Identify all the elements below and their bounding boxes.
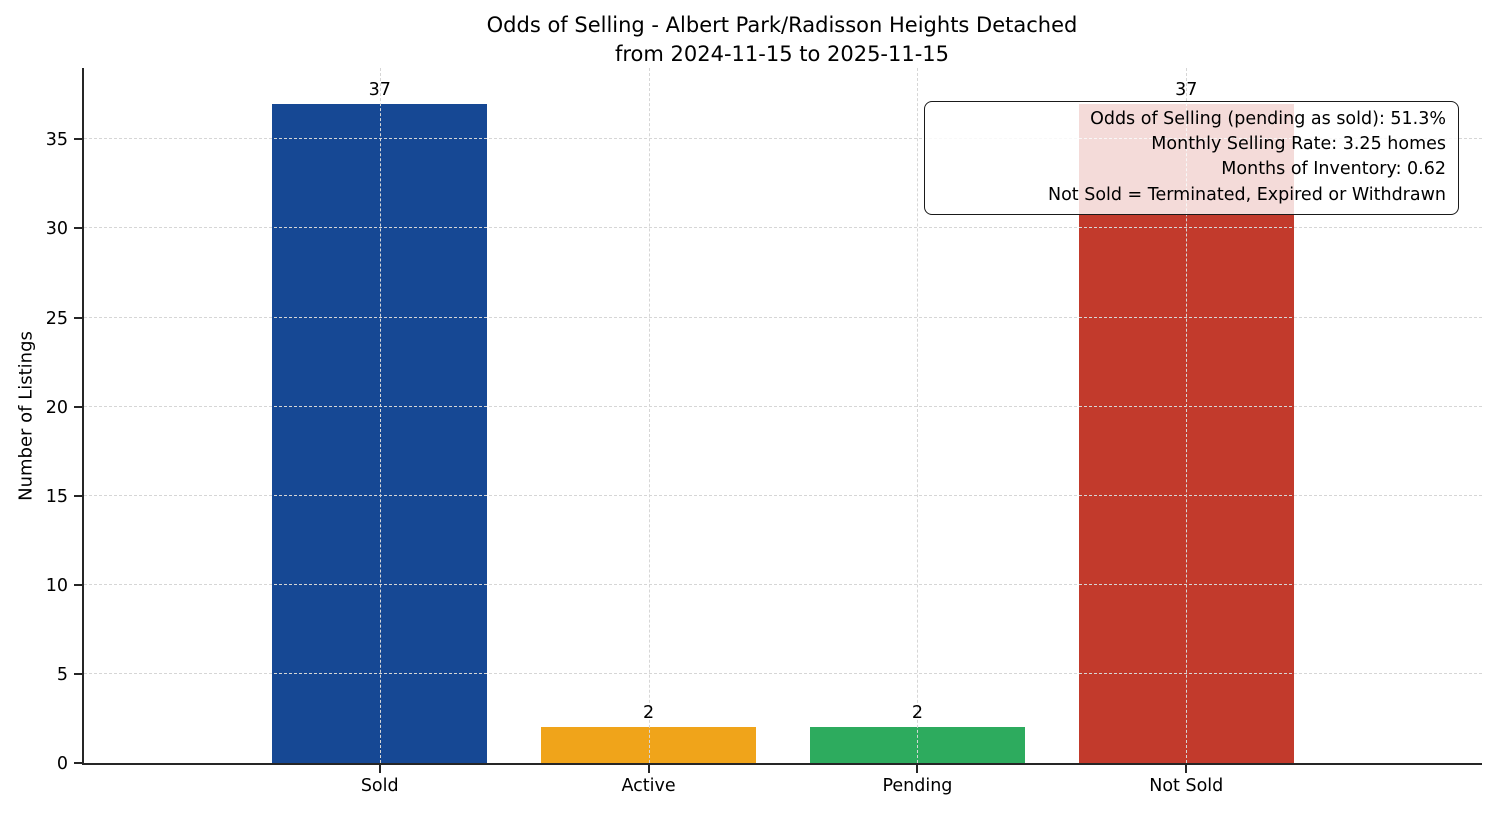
x-tick-label-not-sold: Not Sold	[1149, 776, 1224, 796]
y-axis-tick	[74, 583, 82, 586]
annotation-line-not-sold-def: Not Sold = Terminated, Expired or Withdr…	[1047, 184, 1446, 205]
bar-value-label-sold: 37	[368, 79, 391, 100]
x-axis-tick	[647, 765, 650, 773]
bar-active	[541, 727, 757, 763]
y-axis-tick	[74, 227, 82, 230]
annotation-line-monthly-rate: Monthly Selling Rate: 3.25 homes	[1151, 134, 1446, 155]
chart-title-line1: Odds of Selling - Albert Park/Radisson H…	[486, 13, 1078, 37]
x-tick-label-active: Active	[621, 776, 676, 796]
bar-value-label-active: 2	[642, 703, 655, 724]
y-tick-label: 35	[45, 130, 68, 151]
y-axis-tick	[74, 316, 82, 319]
annotation-line-odds: Odds of Selling (pending as sold): 51.3%	[1090, 109, 1446, 129]
annotation-line-inventory: Months of Inventory: 0.62	[1221, 159, 1446, 180]
y-tick-label: 20	[45, 397, 68, 418]
x-tick-label-pending: Pending	[882, 776, 953, 796]
y-tick-label: 15	[45, 486, 68, 507]
y-tick-label: 5	[56, 664, 68, 685]
chart-title: Odds of Selling - Albert Park/Radisson H…	[82, 11, 1482, 69]
y-tick-label: 10	[45, 575, 68, 596]
bar-value-label-not-sold: 37	[1175, 79, 1198, 100]
bar-sold	[272, 103, 488, 763]
y-tick-label: 25	[45, 308, 68, 329]
y-tick-label: 30	[45, 219, 68, 240]
x-axis-tick	[378, 765, 381, 773]
y-axis-tick	[74, 672, 82, 675]
v-gridline	[648, 68, 650, 763]
x-axis-tick	[916, 765, 919, 773]
y-axis-tick	[74, 405, 82, 408]
v-gridline	[917, 68, 919, 763]
bar-pending	[809, 727, 1025, 763]
y-axis-tick	[74, 138, 82, 141]
y-tick-label: 0	[56, 754, 68, 774]
y-axis-tick	[74, 762, 82, 764]
y-axis-tick	[74, 494, 82, 497]
chart-title-line2: from 2024-11-15 to 2025-11-15	[614, 42, 950, 66]
bar-value-label-pending: 2	[911, 703, 923, 724]
y-axis-label: Number of Listings	[15, 331, 37, 501]
x-axis-tick	[1185, 765, 1188, 773]
annotation-box: Odds of Selling (pending as sold): 51.3%…	[924, 101, 1459, 215]
x-tick-label-sold: Sold	[360, 776, 399, 796]
